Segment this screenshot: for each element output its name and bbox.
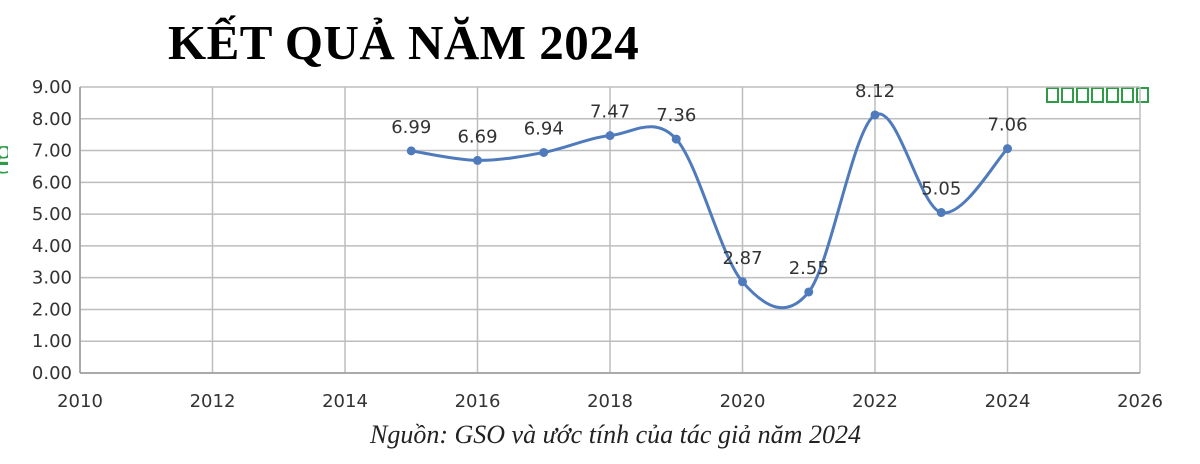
data-label: 2.87 [722, 248, 762, 269]
data-point [738, 277, 747, 287]
legend-box [1061, 87, 1074, 103]
data-label: 7.06 [987, 115, 1027, 136]
data-point [870, 110, 880, 120]
x-tick-label: 2012 [190, 391, 236, 412]
x-tick-label: 2026 [1117, 391, 1163, 412]
data-label: 6.69 [457, 126, 497, 147]
data-label: 5.05 [921, 179, 961, 200]
data-label: 7.36 [656, 105, 696, 126]
x-tick-label: 2022 [852, 391, 898, 412]
source-note: Nguồn: GSO và ước tính của tác giả năm 2… [370, 420, 861, 449]
x-tick-label: 2016 [455, 391, 501, 412]
data-point [473, 155, 482, 165]
chart-title: KẾT QUẢ NĂM 2024 [168, 15, 640, 70]
series-line [411, 112, 1009, 310]
x-tick-label: 2024 [985, 391, 1031, 412]
x-tick-label: 2018 [587, 391, 633, 412]
legend-box [1121, 87, 1134, 103]
data-label: 8.12 [855, 81, 895, 102]
data-label: 6.99 [391, 117, 431, 138]
y-axis-ticks: 0.00 1.00 2.00 3.00 4.00 5.00 6.00 7.00 8.00 9.00 [32, 77, 72, 384]
data-point [936, 208, 946, 218]
data-point [671, 134, 681, 144]
y-tick-label: 2.00 [32, 299, 72, 320]
cropped-legend-glyph: g [0, 132, 8, 176]
y-tick-label: 1.00 [32, 331, 72, 352]
data-point [1003, 144, 1012, 154]
legend-box [1106, 87, 1119, 103]
y-tick-label: 0.00 [32, 363, 72, 384]
y-tick-label: 4.00 [32, 236, 72, 257]
y-tick-label: 6.00 [32, 172, 72, 193]
legend-box [1046, 87, 1059, 103]
x-tick-label: 2010 [57, 391, 103, 412]
grid-lines [79, 86, 1141, 374]
data-labels: 6.99 6.69 6.94 7.47 7.36 2.87 2.55 8.12 5.05 7.06 [391, 81, 1027, 279]
data-point [804, 287, 814, 297]
legend-box [1091, 87, 1104, 103]
y-tick-label: 8.00 [32, 109, 72, 130]
data-point [605, 131, 615, 141]
y-tick-label: 3.00 [32, 268, 72, 289]
data-point [539, 147, 549, 157]
data-label: 7.47 [590, 102, 630, 123]
x-tick-label: 2014 [322, 391, 368, 412]
data-label: 6.94 [524, 118, 564, 139]
y-tick-label: 7.00 [32, 141, 72, 162]
data-point [406, 146, 416, 156]
data-points [406, 110, 1012, 297]
data-label: 2.55 [789, 258, 829, 279]
x-axis-ticks: 2010 2012 2014 2016 2018 2020 2022 2024 2026 [57, 391, 1163, 412]
y-tick-label: 5.00 [32, 204, 72, 225]
legend-box [1076, 87, 1089, 103]
y-tick-label: 9.00 [32, 77, 72, 98]
x-tick-label: 2020 [720, 391, 766, 412]
